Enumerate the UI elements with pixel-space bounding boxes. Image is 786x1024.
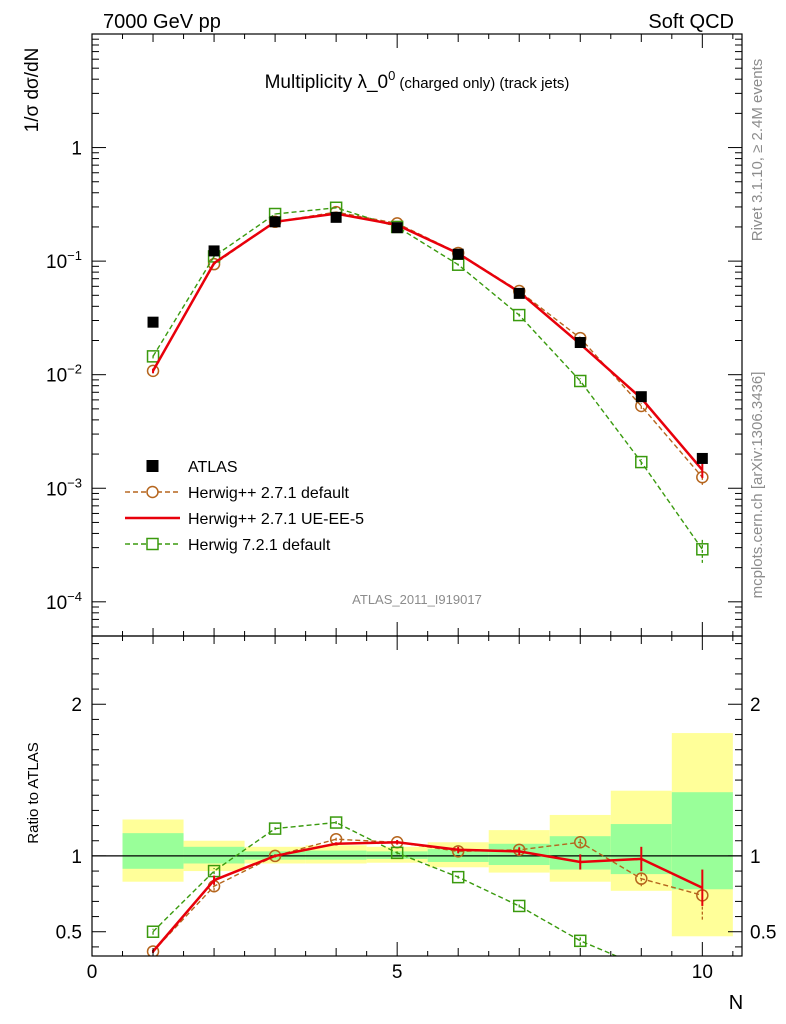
x-tick-label: 5	[392, 962, 403, 983]
series-marker-square	[512, 899, 526, 913]
data-point	[391, 222, 403, 234]
ratio-y-axis-label: Ratio to ATLAS	[25, 742, 42, 843]
x-axis-label: N	[729, 992, 743, 1014]
legend-label: ATLAS	[188, 459, 238, 476]
side-text-mcplots: mcplots.cern.ch [arXiv:1306.3436]	[749, 372, 766, 599]
legend-marker-circle	[146, 485, 159, 499]
chart-title: Multiplicity λ_00 (charged only) (track j…	[265, 68, 570, 93]
series-marker-square	[146, 350, 160, 363]
data-point	[330, 211, 342, 223]
series-line	[152, 211, 703, 478]
ratio-y-tick-label-left: 0.5	[56, 923, 82, 944]
ratio-y-tick-label-right: 1	[750, 847, 761, 868]
series-marker-square	[390, 846, 404, 860]
series-marker-circle	[146, 364, 160, 378]
series-marker-square	[635, 455, 648, 469]
legend-label: Herwig++ 2.7.1 default	[188, 485, 350, 502]
y-tick-label: 10−4	[46, 589, 82, 614]
series-marker-square	[574, 934, 587, 948]
series-line	[152, 821, 619, 956]
series-marker-circle	[574, 836, 587, 849]
series-marker-circle	[451, 845, 465, 858]
data-point	[208, 245, 220, 257]
main-panel-series	[146, 201, 709, 563]
data-point	[147, 316, 159, 328]
ratio-y-tick-label-right: 2	[750, 695, 761, 716]
ratio-frame	[91, 635, 743, 957]
series-marker-square	[512, 308, 526, 322]
legend: ATLAS Herwig++ 2.7.1 default Herwig++ 2.7.…	[125, 459, 364, 554]
chart-title-rest: (charged only) (track jets)	[399, 75, 569, 92]
data-point	[696, 452, 708, 464]
legend-label: Herwig++ 2.7.1 UE-EE-5	[188, 511, 364, 528]
series-marker-circle	[512, 843, 526, 857]
data-point	[513, 287, 525, 299]
axes: 0 5 10 10−4 10−3 10−2 10−1 1 0.5 0.5 1 1 2 2	[46, 33, 776, 983]
y-tick-label: 10−2	[46, 362, 82, 387]
series-marker-square	[636, 961, 647, 972]
ratio-y-tick-label-right: 0.5	[750, 923, 776, 944]
series-marker-circle	[635, 872, 648, 885]
series-marker-square	[574, 374, 587, 388]
series-line	[152, 207, 703, 550]
ratio-panel-series	[146, 816, 709, 972]
series-line	[152, 841, 703, 953]
series-marker-square	[146, 925, 160, 938]
chart-title-main: Multiplicity λ_0	[265, 72, 389, 93]
data-point	[269, 216, 281, 228]
series-marker-square	[329, 816, 343, 829]
series-line	[151, 212, 704, 471]
header-right: Soft QCD	[648, 11, 734, 33]
data-point	[452, 248, 464, 260]
y-tick-label: 10−1	[46, 248, 82, 273]
y-tick-label: 1	[71, 139, 82, 160]
y-tick-label: 10−3	[46, 475, 82, 500]
main-y-axis-label: 1/σ dσ/dN	[22, 48, 43, 133]
side-text-rivet: Rivet 3.1.10, ≥ 2.4M events	[749, 59, 766, 242]
data-point	[635, 391, 647, 403]
band-green	[305, 850, 367, 860]
x-tick-label: 0	[87, 962, 98, 983]
ratio-uncertainty-bands	[122, 733, 733, 937]
header-left: 7000 GeV pp	[103, 11, 221, 33]
series-marker-circle	[146, 945, 160, 956]
legend-marker-data	[146, 460, 159, 472]
band-green	[183, 846, 245, 864]
legend-label: Herwig 7.2.1 default	[188, 537, 331, 554]
legend-marker-square	[146, 537, 159, 551]
series-marker-square	[268, 822, 282, 835]
band-green	[366, 851, 428, 859]
chart-title-superscript: 0	[388, 68, 395, 83]
band-green	[122, 833, 184, 869]
analysis-watermark: ATLAS_2011_I919017	[352, 592, 482, 607]
series-marker-square	[696, 543, 709, 556]
ratio-y-tick-label-left: 1	[71, 847, 82, 868]
x-tick-label: 10	[692, 962, 713, 983]
ratio-y-tick-label-left: 2	[71, 695, 82, 716]
series-marker-square	[451, 870, 465, 884]
data-point	[574, 337, 586, 349]
